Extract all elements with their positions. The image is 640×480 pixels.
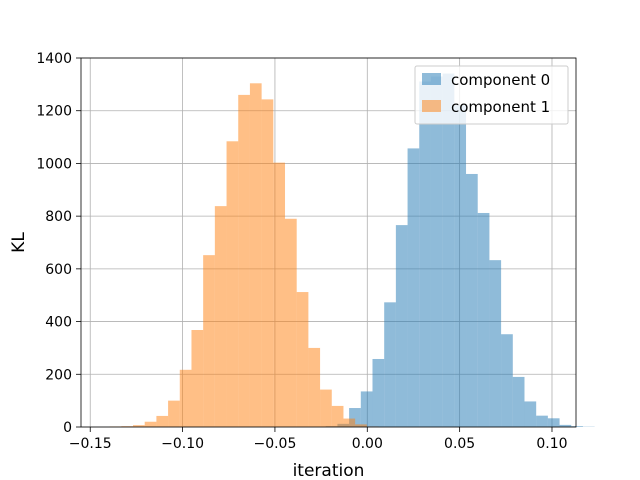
x-tick-label: 0.10: [536, 436, 567, 452]
y-tick-label: 0: [63, 420, 72, 436]
y-tick-label: 400: [45, 315, 72, 331]
histogram-bar-series-1: [156, 415, 169, 427]
histogram-bar-series-0: [571, 426, 583, 427]
legend-swatch-component-0: [422, 73, 441, 85]
y-tick-label: 1000: [36, 156, 72, 172]
histogram-bar-series-0: [477, 212, 490, 427]
histogram-bar-series-1: [214, 206, 227, 427]
histogram-bar-series-1: [273, 162, 286, 427]
legend-label-component-1: component 1: [451, 98, 550, 116]
y-tick-label: 800: [45, 209, 72, 225]
histogram-bar-series-1: [308, 347, 321, 427]
histogram-bar-series-0: [384, 302, 396, 427]
histogram-bar-series-0: [559, 424, 572, 427]
histogram-bar-series-0: [524, 401, 537, 427]
histogram-bar-series-1: [296, 292, 309, 427]
plot-frame: [80, 57, 577, 428]
histogram-bar-series-0: [419, 81, 431, 427]
legend: component 0 component 1: [414, 65, 569, 125]
histogram-bar-series-0: [360, 391, 373, 427]
x-tick-label: −0.05: [253, 436, 296, 452]
histogram-bar-series-0: [501, 334, 513, 427]
histogram-bar-series-0: [466, 173, 478, 427]
histogram-bar-series-0: [407, 148, 420, 427]
x-axis-ticks: −0.15 −0.10 −0.05 0.00 0.05 0.10: [69, 427, 568, 452]
y-tick-label: 200: [45, 367, 72, 383]
histogram-bar-series-1: [355, 424, 367, 427]
histogram-bar-series-0: [430, 76, 443, 427]
histogram-bar-series-1: [226, 141, 239, 427]
x-tick-label: −0.15: [69, 436, 112, 452]
legend-label-component-0: component 0: [451, 71, 550, 89]
legend-swatch-component-1: [422, 100, 441, 112]
histogram-bar-series-1: [261, 99, 274, 428]
histogram-bar-series-1: [238, 94, 250, 428]
histogram-bar-series-1: [133, 425, 145, 427]
histogram-bar-series-1: [191, 330, 204, 427]
histogram-bar-series-1: [249, 83, 262, 427]
histogram-bar-series-1: [179, 369, 192, 427]
x-tick-label: −0.10: [161, 436, 204, 452]
histogram-bar-series-0: [547, 418, 560, 427]
histogram-bar-series-1: [331, 405, 344, 427]
histogram-bar-series-0: [536, 415, 548, 427]
histogram-bar-series-1: [144, 421, 157, 427]
y-tick-label: 1400: [36, 51, 72, 67]
histogram-bar-series-1: [343, 418, 356, 427]
x-axis-label: iteration: [293, 461, 365, 480]
x-tick-label: 0.05: [444, 436, 475, 452]
legend-box: [414, 65, 569, 125]
histogram-bar-series-1: [285, 218, 297, 427]
histogram-bar-series-1: [168, 400, 180, 427]
y-tick-label: 1200: [36, 104, 72, 120]
y-axis-label: KL: [9, 232, 29, 253]
histogram-bar-series-0: [442, 73, 455, 427]
histogram-bars: [109, 73, 595, 428]
histogram-bar-series-0: [372, 358, 385, 427]
histogram-bar-series-1: [203, 255, 215, 427]
x-tick-label: 0.00: [352, 436, 383, 452]
histogram-bar-series-0: [349, 408, 361, 427]
histogram-bar-series-0: [395, 225, 408, 427]
histogram-bar-series-1: [320, 389, 332, 427]
histogram-bar-series-0: [512, 376, 525, 427]
y-tick-label: 600: [45, 262, 72, 278]
y-axis-ticks: 0 200 400 600 800 1000 1200 1400: [36, 51, 81, 436]
histogram-bar-series-0: [454, 105, 467, 427]
histogram-bar-series-0: [489, 260, 502, 427]
